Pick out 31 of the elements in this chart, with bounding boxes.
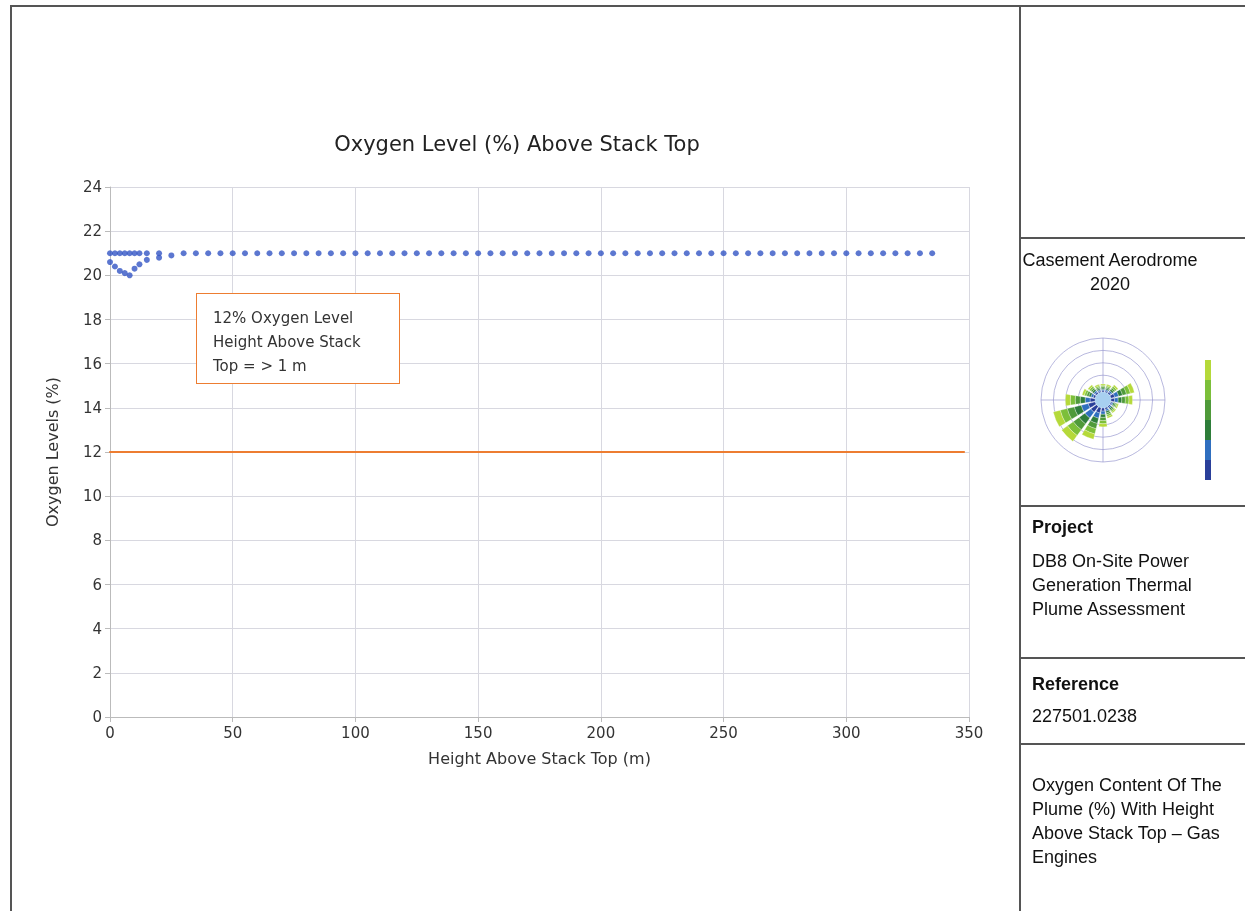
y-tick-label: 24 [82,178,102,196]
x-tick-label: 300 [831,723,861,742]
x-tick-label: 0 [105,723,115,742]
y-tick-label: 20 [82,266,102,285]
y-tick-label: 10 [82,487,102,506]
text: DB8 On-Site Power Generation Thermal Plume Assessment [1032,550,1193,621]
text: Casement Aerodrome 2020 [1022,249,1198,296]
y-tick-label: 22 [82,222,102,241]
y-tick-label: 14 [82,398,102,417]
y-tick-label: 18 [82,310,102,329]
chart-title: Oxygen Level (%) Above Stack Top [334,131,700,156]
y-tick-label: 8 [92,531,102,550]
y-tick-label: 2 [92,663,102,682]
x-tick-label: 250 [709,723,738,742]
y-axis-title: Oxygen Levels (%) [42,376,62,528]
x-tick-label: 50 [223,723,243,742]
y-tick-label: 12 [82,443,102,461]
x-tick-label: 350 [954,723,984,742]
x-tick-label: 100 [341,723,370,742]
text: Reference [1032,674,1120,695]
y-tick-label: 0 [92,708,102,726]
x-tick-label: 150 [463,723,493,742]
note-box: 12% Oxygen Level Height Above Stack Top = > 1 m [196,293,400,384]
text: Oxygen Content Of The Plume (%) With Height Above Stack Top – Gas Engines [1032,774,1223,869]
y-tick-label: 6 [92,575,102,594]
y-tick-label: 4 [92,619,102,638]
x-axis-title: Height Above Stack Top (m) [428,748,651,768]
text: Project [1032,517,1094,538]
text: 227501.0238 [1032,706,1138,727]
x-tick-label: 200 [586,723,616,742]
y-tick-label: 16 [82,354,102,373]
